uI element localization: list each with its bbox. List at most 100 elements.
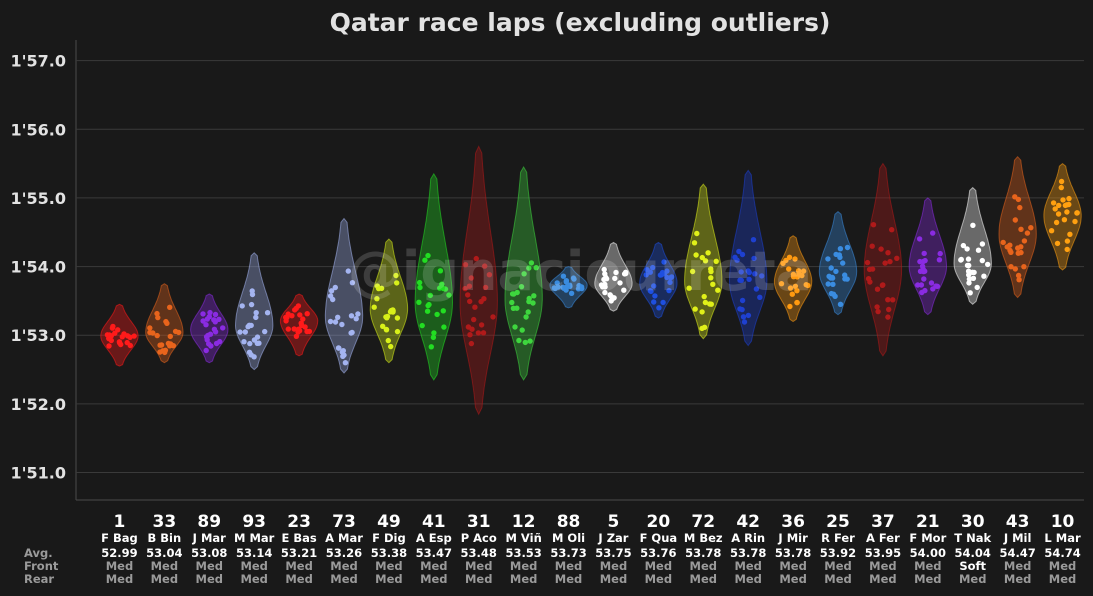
y-tick-label: 1'51.0 <box>10 464 66 483</box>
lap-point <box>342 360 349 366</box>
lap-point <box>694 230 700 237</box>
driver-abbr: L Mar <box>1044 531 1081 545</box>
driver-avg: 53.78 <box>775 546 811 560</box>
lap-point <box>118 341 124 348</box>
lap-point <box>306 328 313 335</box>
lap-point <box>473 255 479 262</box>
lap-point <box>598 282 605 288</box>
lap-point <box>206 314 212 320</box>
lap-point <box>1066 195 1072 202</box>
lap-point <box>1053 219 1060 226</box>
lap-point <box>394 315 401 321</box>
lap-point <box>966 276 973 282</box>
lap-point <box>248 352 254 358</box>
front-compound: Med <box>869 559 896 573</box>
lap-point <box>254 334 261 340</box>
lap-point <box>1072 218 1078 225</box>
driver-abbr: M Bez <box>684 531 723 545</box>
lap-point <box>339 321 345 328</box>
driver-abbr: A Esp <box>416 531 452 545</box>
lap-point <box>966 262 972 269</box>
lap-point <box>621 287 627 293</box>
lap-point <box>650 264 656 271</box>
front-compound: Med <box>106 559 133 573</box>
lap-point <box>390 308 396 314</box>
lap-point <box>875 308 881 315</box>
lap-point <box>1021 238 1028 244</box>
lap-point <box>602 271 608 277</box>
lap-point <box>131 333 137 339</box>
lap-point <box>516 337 522 344</box>
lap-point <box>664 268 670 274</box>
lap-point <box>207 309 213 316</box>
rear-compound: Med <box>106 572 133 586</box>
lap-point <box>919 289 925 296</box>
lap-point <box>887 258 893 265</box>
front-compound: Med <box>1004 559 1031 573</box>
driver-avg: 53.26 <box>326 546 362 560</box>
lap-point <box>921 250 927 257</box>
rear-compound: Med <box>151 572 178 586</box>
lap-point <box>689 268 696 275</box>
driver-abbr: M Oli <box>552 531 585 545</box>
lap-point <box>431 330 437 336</box>
lap-point <box>1058 178 1065 185</box>
lap-point <box>975 247 982 253</box>
lap-point <box>753 286 760 292</box>
driver-avg: 53.75 <box>595 546 631 560</box>
lap-point <box>167 304 173 310</box>
lap-point <box>1061 217 1068 223</box>
driver-avg: 53.38 <box>371 546 407 560</box>
driver-number: 12 <box>512 512 536 532</box>
lap-point <box>176 329 182 336</box>
lap-point <box>478 322 485 328</box>
lap-point <box>837 301 844 307</box>
lap-point <box>394 280 400 286</box>
row-label-avg: Avg. <box>24 546 53 560</box>
lap-point <box>708 266 714 272</box>
lap-point <box>660 299 666 306</box>
lap-point <box>710 281 716 287</box>
driver-abbr: J Mir <box>777 531 808 545</box>
lap-point <box>701 324 708 330</box>
rear-compound: Med <box>196 572 223 586</box>
driver-abbr: M Mar <box>234 531 275 545</box>
lap-point <box>651 283 657 289</box>
driver-avg: 54.00 <box>910 546 946 560</box>
driver-abbr: J Zar <box>597 531 628 545</box>
lap-point <box>964 246 970 252</box>
lap-point <box>262 328 268 335</box>
lap-point <box>1028 225 1034 231</box>
driver-avg: 53.21 <box>281 546 317 560</box>
lap-point <box>158 342 165 348</box>
lap-point <box>426 301 432 308</box>
lap-point <box>652 293 658 299</box>
front-compound: Med <box>420 559 447 573</box>
lap-point <box>759 273 765 279</box>
lap-point <box>419 322 425 329</box>
lap-point <box>930 230 936 236</box>
driver-abbr: A Rin <box>731 531 765 545</box>
lap-point <box>167 343 173 349</box>
lap-point <box>757 294 763 300</box>
lap-point <box>511 291 517 297</box>
rear-compound: Med <box>465 572 492 586</box>
lap-point <box>439 281 445 287</box>
lap-point <box>889 227 895 233</box>
lap-point <box>830 291 837 297</box>
lap-point <box>295 329 301 335</box>
lap-point <box>666 287 672 294</box>
driver-avg: 53.73 <box>550 546 586 560</box>
driver-avg: 53.53 <box>505 546 541 560</box>
lap-point <box>297 312 303 318</box>
lap-point <box>422 257 428 263</box>
lap-point <box>526 265 532 271</box>
lap-point <box>651 299 657 305</box>
front-compound: Med <box>375 559 402 573</box>
lap-point <box>349 280 356 286</box>
driver-number: 37 <box>871 512 895 532</box>
lap-point <box>154 332 160 339</box>
driver-number: 41 <box>422 512 446 532</box>
lap-point <box>643 272 649 278</box>
